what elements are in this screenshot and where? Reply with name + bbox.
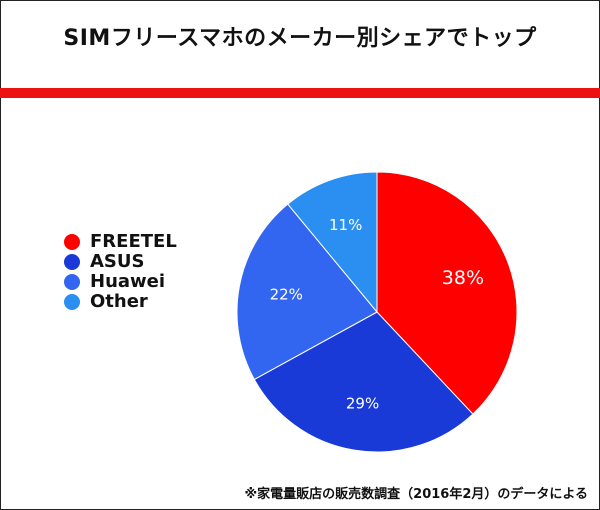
pie-slice-freetel (376, 171, 518, 415)
legend-swatch-huawei (64, 274, 80, 290)
pie-label-asus: 29% (346, 394, 379, 412)
pie-slice-asus (253, 311, 474, 453)
legend-label-other: Other (90, 291, 148, 312)
legend-item-asus: ASUS (64, 252, 177, 272)
pie-label-huawei: 22% (270, 286, 303, 304)
legend-item-freetel: FREETEL (64, 232, 177, 252)
chart-legend: FREETEL ASUS Huawei Other (64, 232, 177, 312)
page-title: SIMフリースマホのメーカー別シェアでトップ (63, 26, 537, 51)
accent-bar (0, 88, 600, 98)
legend-swatch-asus (64, 254, 80, 270)
legend-swatch-other (64, 294, 80, 310)
legend-swatch-freetel (64, 234, 80, 250)
source-footnote: ※家電量販店の販売数調査（2016年2月）のデータによる (244, 487, 588, 502)
pie-label-freetel: 38% (442, 267, 484, 289)
legend-item-other: Other (64, 292, 177, 312)
pie-slice-huawei (236, 203, 378, 381)
pie-label-other: 11% (329, 216, 362, 234)
pie-slice-other (287, 171, 378, 314)
legend-item-huawei: Huawei (64, 272, 177, 292)
legend-label-asus: ASUS (90, 251, 145, 272)
legend-label-huawei: Huawei (90, 271, 166, 292)
legend-label-freetel: FREETEL (90, 231, 177, 252)
